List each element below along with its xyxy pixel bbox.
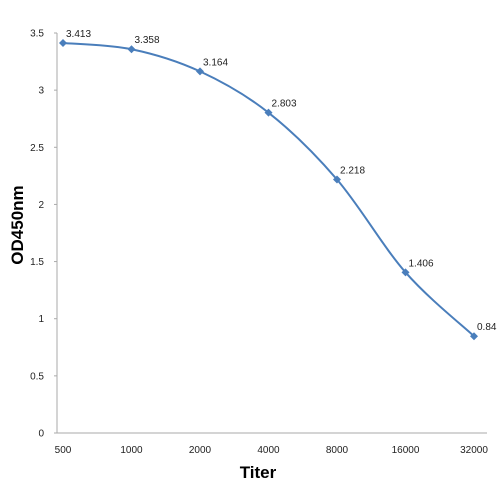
y-axis-title: OD450nm [8,185,27,264]
x-tick-label: 500 [55,445,72,456]
data-value-label: 3.413 [66,29,91,40]
data-point-marker [59,38,67,47]
x-tick-label: 32000 [460,445,488,456]
data-value-label: 3.358 [135,35,160,46]
x-tick-label: 16000 [392,445,420,456]
y-tick-label: 1.5 [30,257,44,268]
data-point-marker [196,67,204,76]
y-tick-label: 2.5 [30,143,44,154]
data-point-marker [401,268,410,277]
data-value-label: 0.847 [477,322,497,333]
x-tick-label: 4000 [257,445,280,456]
data-value-label: 2.803 [272,99,297,110]
data-value-label: 2.218 [340,166,365,177]
y-tick-label: 1 [38,314,44,325]
y-tick-label: 0.5 [30,371,44,382]
data-point-marker [127,45,136,54]
x-axis-title: Titer [240,463,277,482]
data-markers [59,38,478,341]
data-point-marker [333,175,341,184]
x-axis-ticks: 500 1000 2000 4000 8000 16000 32000 [55,445,489,456]
y-tick-label: 0 [38,429,44,440]
data-labels: 3.413 3.358 3.164 2.803 2.218 1.406 0.847 [66,29,497,333]
data-point-marker [470,332,478,341]
data-point-marker [264,108,273,117]
y-tick-label: 3 [38,86,44,97]
y-tick-label: 2 [38,200,44,211]
y-tick-label: 3.5 [30,29,44,40]
data-value-label: 3.164 [203,57,228,68]
x-tick-label: 2000 [189,445,212,456]
x-tick-label: 8000 [326,445,349,456]
series-line [62,41,475,337]
data-value-label: 1.406 [409,258,434,269]
x-tick-label: 1000 [120,445,143,456]
y-axis-ticks: 0 0.5 1 1.5 2 2.5 3 3.5 [30,29,57,440]
